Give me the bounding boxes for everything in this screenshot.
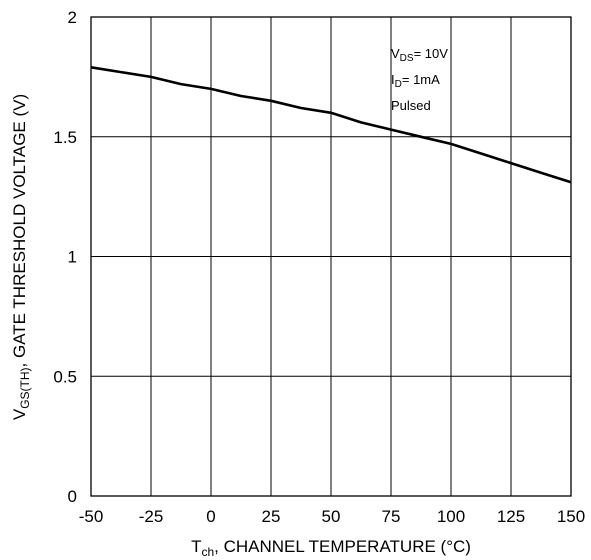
series-layer	[90, 66, 572, 184]
x-tick-label: 0	[206, 507, 215, 526]
y-tick-labels: 0 0.5 1 1.5 2	[53, 8, 77, 506]
y-axis-label-rest: , GATE THRESHOLD VOLTAGE (V)	[10, 94, 29, 368]
y-axis-label: VGS(TH), GATE THRESHOLD VOLTAGE (V)	[10, 94, 32, 420]
y-tick-label: 2	[68, 8, 77, 27]
x-tick-label: -50	[79, 507, 104, 526]
x-axis-label-rest: , CHANNEL TEMPERATURE (°C)	[214, 537, 471, 556]
condition-id: ID= 1mA	[391, 72, 440, 90]
x-tick-labels: -50 -25 0 25 50 75 100 125 150	[79, 507, 585, 526]
y-tick-label: 0	[68, 487, 77, 506]
x-tick-label: 75	[382, 507, 401, 526]
x-tick-label: 50	[322, 507, 341, 526]
x-axis-label-sub: ch	[201, 545, 214, 559]
x-tick-label: 125	[497, 507, 525, 526]
x-axis-label-main: T	[191, 537, 201, 556]
y-axis-label-sub: GS(TH)	[18, 367, 32, 408]
condition-pulsed: Pulsed	[391, 98, 431, 113]
y-tick-label: 1.5	[53, 128, 77, 147]
plot-frame	[90, 16, 572, 497]
y-tick-label: 1	[68, 248, 77, 267]
conditions-annotation: VDS= 10V ID= 1mA Pulsed	[391, 46, 448, 113]
y-axis-label-main: V	[10, 408, 29, 420]
x-tick-label: 150	[557, 507, 585, 526]
condition-vds: VDS= 10V	[391, 46, 448, 64]
series-line	[90, 66, 572, 184]
grid	[90, 16, 572, 497]
x-tick-label: -25	[139, 507, 164, 526]
x-axis-label: Tch, CHANNEL TEMPERATURE (°C)	[191, 537, 471, 559]
x-tick-label: 25	[262, 507, 281, 526]
y-tick-label: 0.5	[53, 367, 77, 386]
x-tick-label: 100	[437, 507, 465, 526]
